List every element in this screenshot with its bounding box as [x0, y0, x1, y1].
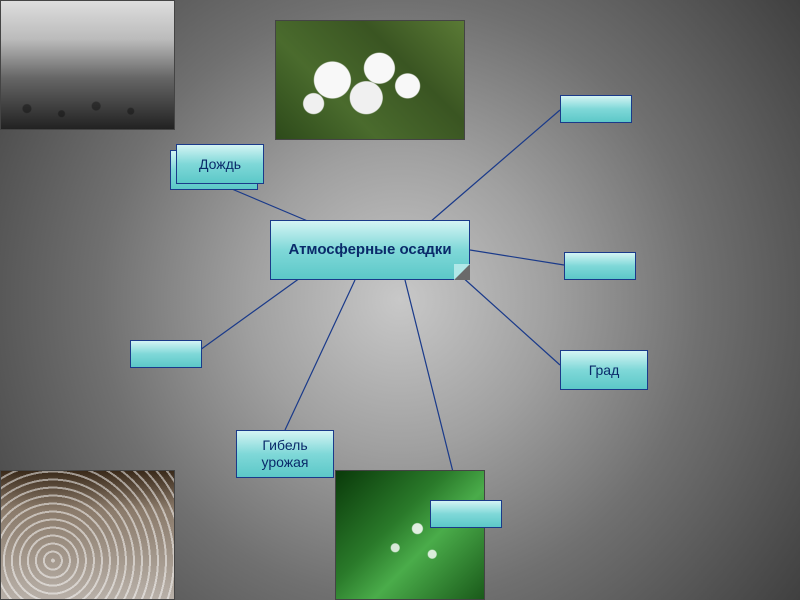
node-empty-bottom [430, 500, 502, 528]
node-empty-top-right [560, 95, 632, 123]
node-hail-label: Град [589, 362, 620, 379]
node-rain: Дождь [176, 144, 264, 184]
node-empty-right [564, 252, 636, 280]
image-rain [0, 0, 175, 130]
image-leaf-droplets [335, 470, 485, 600]
center-node: Атмосферные осадки [270, 220, 470, 280]
node-crop-loss-label: Гибель урожая [243, 437, 327, 471]
image-hail-on-ground [275, 20, 465, 140]
node-crop-loss: Гибель урожая [236, 430, 334, 478]
center-label: Атмосферные осадки [288, 241, 451, 259]
page-fold-icon [454, 264, 470, 280]
node-empty-left [130, 340, 202, 368]
image-hail-pavement [0, 470, 175, 600]
node-hail: Град [560, 350, 648, 390]
node-rain-label: Дождь [199, 156, 241, 173]
